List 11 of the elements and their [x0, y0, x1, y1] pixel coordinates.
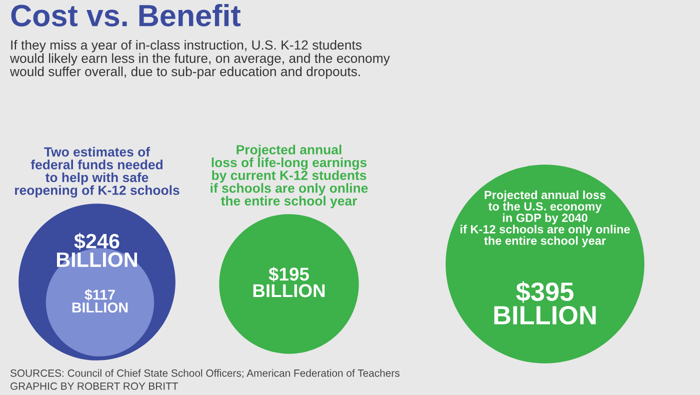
source-note: SOURCES: Council of Chief State School Officers; American Federation of Teachers	[10, 369, 400, 378]
data-label: $246 BILLION	[57, 232, 137, 268]
data-label: $395 BILLION	[494, 281, 596, 325]
text: GRAPHIC BY ROBERT ROY BRITT	[10, 382, 178, 390]
data-label: $195 BILLION	[253, 266, 325, 298]
text: If they miss a year of in-class instruction, U.S. K-12 students would likely earn less in the future, on average, and the economy would suffer overall, due to sub-par education and dropouts.	[10, 40, 390, 79]
category-label: Two estimates of federal funds needed to help with safe reopening of K-12 schools	[15, 146, 180, 198]
data-label: $117 BILLION	[72, 289, 128, 313]
category-label: Projected annual loss of life-long earnings by current K-12 students if schools are only online the entire school year	[210, 144, 368, 208]
category-label: Projected annual loss to the U.S. economy in GDP by 2040 if K-12 schools are only online the entire school year	[460, 190, 630, 248]
text: Cost vs. Benefit	[11, 4, 241, 26]
